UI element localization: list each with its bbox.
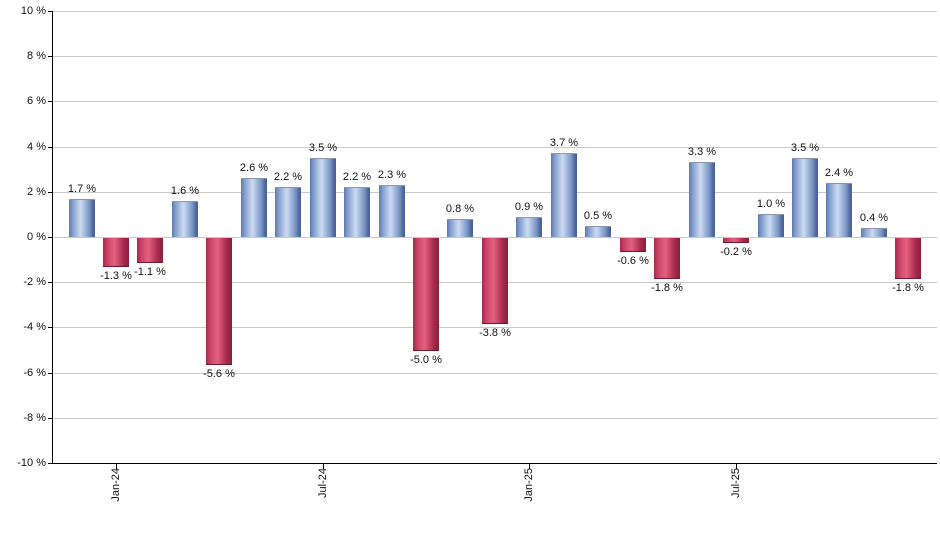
- bar-value-label: 0.8 %: [445, 203, 475, 215]
- bar-value-label: 2.6 %: [239, 162, 269, 174]
- gridline: [52, 418, 937, 419]
- y-axis-tick-mark: [48, 11, 52, 12]
- bar-negative: [620, 238, 646, 252]
- gridline: [52, 101, 937, 102]
- y-axis-label: 6 %: [27, 95, 46, 107]
- y-axis-label: 4 %: [27, 141, 46, 153]
- y-axis-tick-mark: [48, 282, 52, 283]
- bar-positive: [758, 214, 784, 237]
- x-axis-tick-mark: [529, 464, 530, 469]
- x-axis-tick-mark: [323, 464, 324, 469]
- bar-value-label: 3.7 %: [549, 137, 579, 149]
- y-axis-tick-mark: [48, 147, 52, 148]
- bar-positive: [689, 162, 715, 237]
- gridline: [52, 237, 937, 238]
- bar-value-label: 2.3 %: [377, 169, 407, 181]
- bar-positive: [585, 226, 611, 237]
- gridline: [52, 327, 937, 328]
- bar-negative: [137, 238, 163, 263]
- bar-value-label: -1.8 %: [892, 282, 924, 294]
- bar-negative: [723, 238, 749, 243]
- x-axis-label: Jul-24: [317, 468, 329, 498]
- bar-value-label: -1.8 %: [651, 282, 683, 294]
- x-axis-label: Jan-24: [110, 468, 122, 502]
- y-axis-tick-mark: [48, 418, 52, 419]
- bar-value-label: -0.2 %: [720, 246, 752, 258]
- bar-positive: [447, 219, 473, 237]
- bar-positive: [826, 183, 852, 237]
- bar-value-label: 3.5 %: [308, 142, 338, 154]
- bar-value-label: 3.3 %: [687, 146, 717, 158]
- bar-value-label: 2.2 %: [273, 171, 303, 183]
- y-axis-tick-mark: [48, 327, 52, 328]
- bar-positive: [241, 178, 267, 237]
- bar-positive: [861, 228, 887, 237]
- y-axis-tick-mark: [48, 56, 52, 57]
- bar-value-label: 1.6 %: [170, 185, 200, 197]
- bar-value-label: -5.0 %: [410, 354, 442, 366]
- x-axis-label: Jul-25: [730, 468, 742, 498]
- bar-positive: [310, 158, 336, 237]
- y-axis-label: -10 %: [17, 457, 46, 469]
- bar-value-label: 0.5 %: [583, 210, 613, 222]
- x-axis-tick-mark: [736, 464, 737, 469]
- bar-negative: [413, 238, 439, 351]
- y-axis-label: -8 %: [23, 412, 46, 424]
- bar-positive: [792, 158, 818, 237]
- gridline: [52, 373, 937, 374]
- x-axis-tick-mark: [116, 464, 117, 469]
- bar-value-label: 2.4 %: [824, 167, 854, 179]
- bar-value-label: -5.6 %: [203, 368, 235, 380]
- x-axis-label: Jan-25: [523, 468, 535, 502]
- bar-negative: [482, 238, 508, 324]
- bar-value-label: -1.3 %: [100, 270, 132, 282]
- y-axis-tick-mark: [48, 463, 52, 464]
- bar-value-label: -0.6 %: [617, 255, 649, 267]
- bar-positive: [172, 201, 198, 237]
- y-axis-tick-mark: [48, 101, 52, 102]
- x-axis-line: [52, 463, 937, 464]
- bar-value-label: 1.7 %: [67, 183, 97, 195]
- bar-value-label: 0.9 %: [514, 201, 544, 213]
- y-axis-tick-mark: [48, 373, 52, 374]
- bar-positive: [69, 199, 95, 237]
- y-axis-label: -6 %: [23, 367, 46, 379]
- bar-negative: [895, 238, 921, 279]
- bar-positive: [344, 187, 370, 237]
- bar-negative: [654, 238, 680, 279]
- bar-value-label: 3.5 %: [790, 142, 820, 154]
- bar-positive: [551, 153, 577, 237]
- y-axis-line: [52, 11, 53, 464]
- gridline: [52, 147, 937, 148]
- y-axis-label: -4 %: [23, 321, 46, 333]
- bar-value-label: 2.2 %: [342, 171, 372, 183]
- gridline: [52, 56, 937, 57]
- y-axis-tick-mark: [48, 237, 52, 238]
- bar-positive: [516, 217, 542, 237]
- y-axis-label: 8 %: [27, 50, 46, 62]
- bar-value-label: -1.1 %: [134, 266, 166, 278]
- bar-positive: [379, 185, 405, 237]
- y-axis-label: 0 %: [27, 231, 46, 243]
- y-axis-tick-mark: [48, 192, 52, 193]
- gridline: [52, 192, 937, 193]
- bar-value-label: -3.8 %: [479, 327, 511, 339]
- y-axis-label: 10 %: [20, 5, 46, 17]
- y-axis-label: -2 %: [23, 276, 46, 288]
- gridline: [52, 11, 937, 12]
- y-axis-label: 2 %: [27, 186, 46, 198]
- bar-negative: [206, 238, 232, 365]
- bar-value-label: 0.4 %: [859, 212, 889, 224]
- bar-positive: [275, 187, 301, 237]
- bar-value-label: 1.0 %: [756, 198, 786, 210]
- bar-negative: [103, 238, 129, 267]
